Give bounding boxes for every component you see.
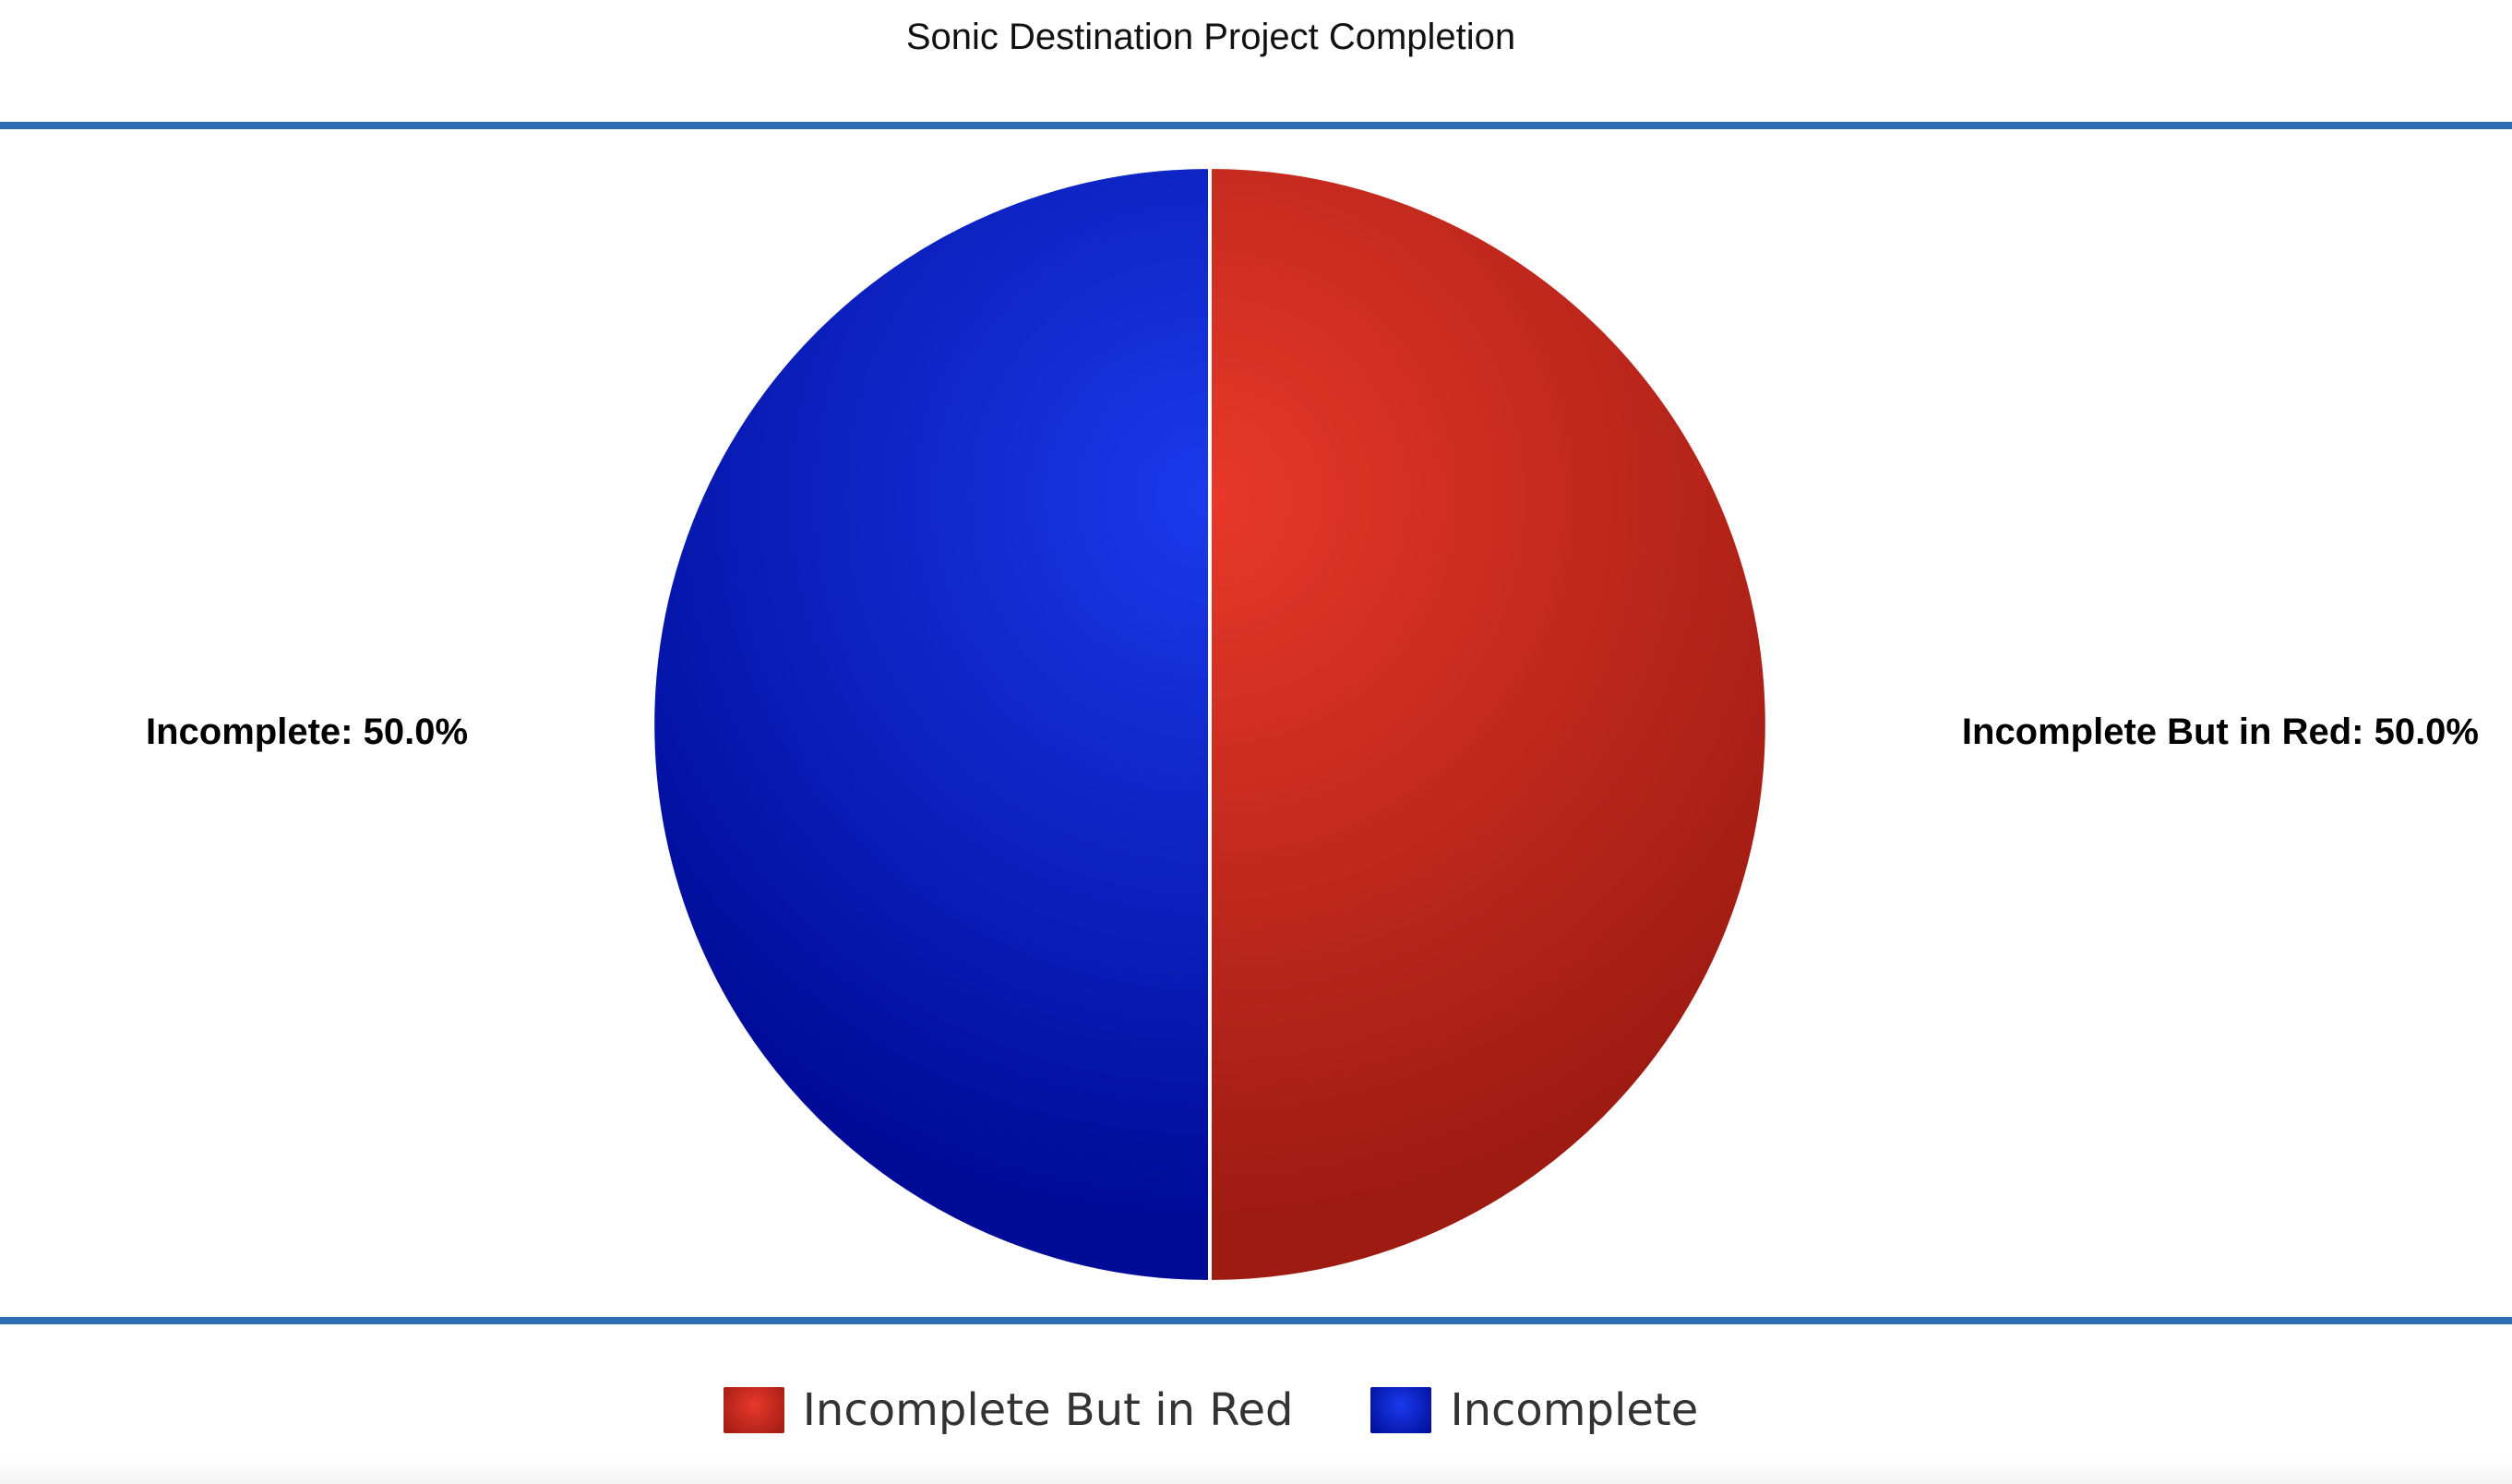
- legend-swatch-blue: [1370, 1387, 1432, 1433]
- data-label-incomplete-but-in-red: Incomplete But in Red: 50.0%: [1961, 712, 2479, 752]
- legend-label: Incomplete: [1450, 1384, 1699, 1436]
- top-divider: [0, 122, 2512, 129]
- bottom-fade: [0, 1458, 2512, 1484]
- legend-swatch-red: [723, 1387, 784, 1433]
- chart-title: Sonic Destination Project Completion: [905, 17, 1516, 57]
- data-label-incomplete: Incomplete: 50.0%: [146, 712, 469, 752]
- bottom-divider: [0, 1317, 2512, 1324]
- legend-item-incomplete[interactable]: Incomplete: [1370, 1384, 1698, 1436]
- legend: Incomplete But in Red Incomplete: [0, 1384, 2422, 1436]
- pie-slice-incomplete[interactable]: [651, 164, 1212, 1285]
- legend-label: Incomplete But in Red: [802, 1384, 1294, 1436]
- pie-slice-incomplete-but-in-red[interactable]: [1208, 164, 1769, 1285]
- legend-item-incomplete-but-in-red[interactable]: Incomplete But in Red: [723, 1384, 1294, 1436]
